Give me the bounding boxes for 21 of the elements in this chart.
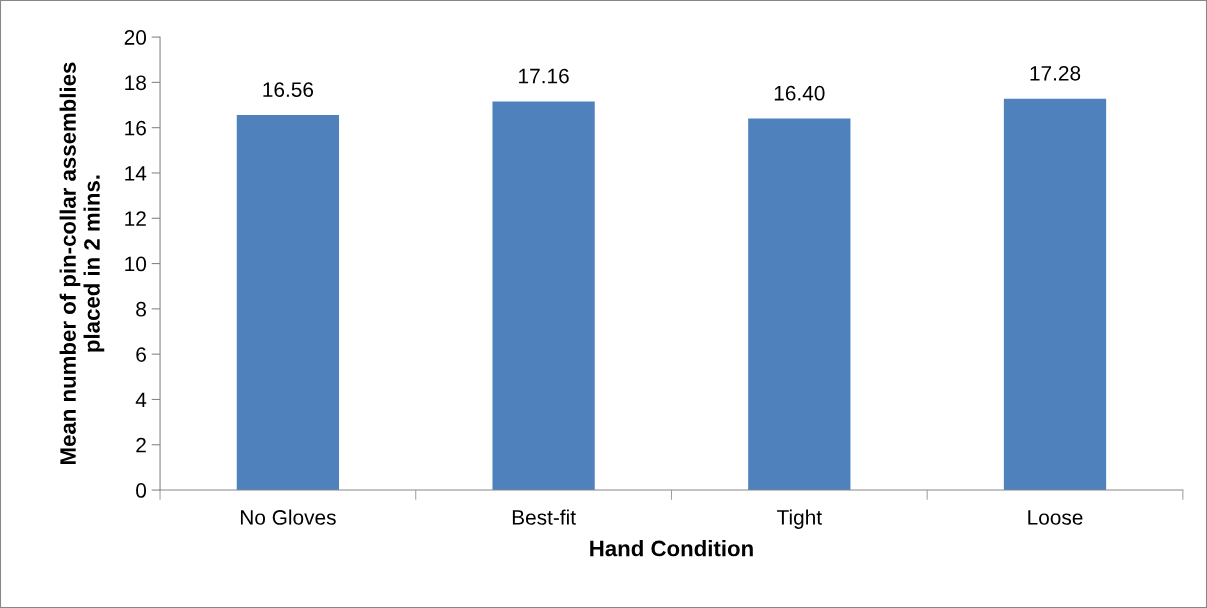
- y-tick-label: 16: [125, 120, 146, 136]
- y-tick-label: 14: [125, 166, 147, 181]
- y-tick-label: 18: [125, 75, 146, 91]
- y-tick-label: 20: [124, 30, 147, 45]
- x-tick-label: Tight: [777, 509, 822, 529]
- y-tick-label: 0: [136, 483, 147, 498]
- y-tick-label: 12: [125, 211, 146, 226]
- data-label: 16.40: [774, 85, 825, 101]
- x-tick-label: Best-fit: [512, 509, 576, 525]
- data-label: 16.56: [263, 82, 314, 97]
- data-label: 17.16: [519, 68, 569, 84]
- x-tick-label: No Gloves: [240, 509, 336, 525]
- y-tick-label: 2: [136, 437, 146, 453]
- y-axis-title: Mean number of pin-collar assemblies placed in 2 mins.: [59, 62, 105, 464]
- y-tick-label: 10: [125, 256, 147, 272]
- y-tick-label: 6: [136, 347, 146, 362]
- x-axis-title: Hand Condition: [590, 540, 753, 557]
- y-tick-label: 4: [135, 392, 147, 407]
- y-tick-label: 8: [136, 301, 146, 317]
- x-tick-label: Loose: [1028, 510, 1083, 525]
- data-label: 17.28: [1030, 65, 1081, 81]
